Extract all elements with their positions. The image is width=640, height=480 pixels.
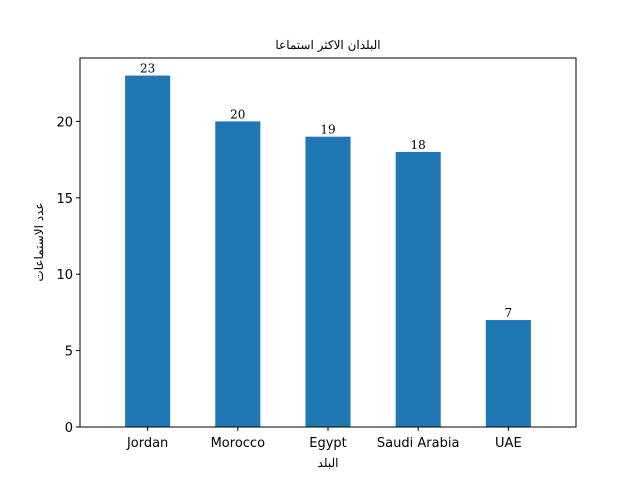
bar — [215, 121, 261, 427]
y-tick-label: 0 — [65, 421, 73, 436]
data-label: 23 — [140, 62, 155, 76]
y-tick-label: 5 — [65, 345, 73, 360]
x-tick-label: Jordan — [126, 436, 168, 451]
chart-title: البلدان الاكثر استماعا — [275, 38, 380, 52]
bar — [305, 136, 351, 427]
data-label: 18 — [411, 138, 426, 152]
bars-group — [125, 75, 531, 428]
data-label: 19 — [320, 123, 335, 137]
y-tick-label: 15 — [56, 192, 73, 207]
bar — [485, 320, 531, 427]
data-label: 7 — [505, 306, 513, 320]
x-axis: Jordan Morocco Egypt Saudi Arabia UAE — [126, 427, 522, 451]
y-axis-label: عدد الاستماعات — [32, 202, 46, 281]
x-tick-label: Saudi Arabia — [377, 436, 460, 451]
bar — [395, 151, 441, 428]
y-tick-label: 20 — [56, 115, 73, 130]
y-axis: 0 5 10 15 20 — [56, 115, 80, 436]
x-axis-label: البلد — [318, 456, 339, 470]
x-tick-label: UAE — [495, 436, 522, 451]
data-labels-group: 23 20 19 18 7 — [140, 62, 512, 320]
data-label: 20 — [230, 107, 245, 121]
bar — [125, 75, 171, 428]
x-tick-label: Egypt — [309, 436, 347, 451]
x-tick-label: Morocco — [211, 436, 265, 451]
y-tick-label: 10 — [56, 268, 73, 283]
